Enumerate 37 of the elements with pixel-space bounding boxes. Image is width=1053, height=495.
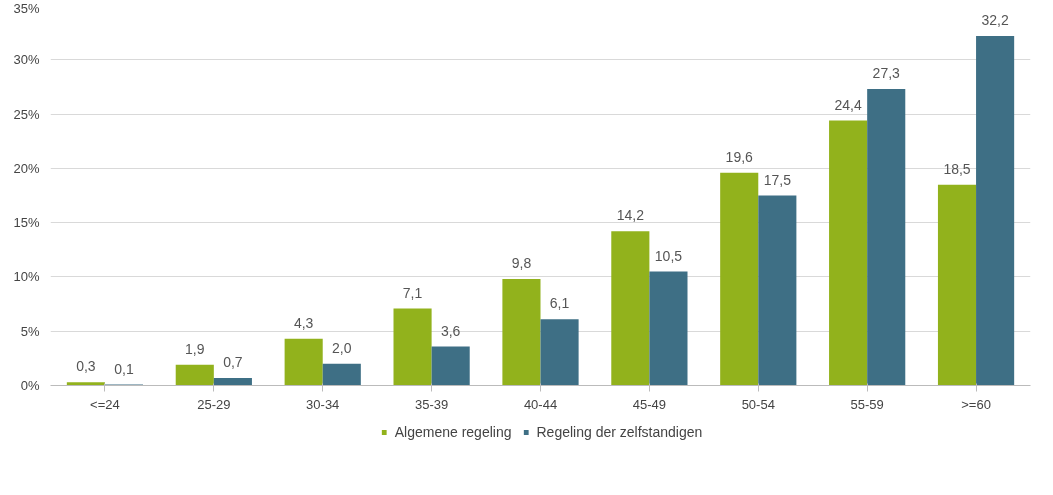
x-tick-label: <=24 <box>90 396 120 412</box>
data-label: 0,1 <box>114 360 134 377</box>
data-label: 3,6 <box>440 322 461 339</box>
data-label: 0,3 <box>76 358 96 375</box>
data-label: 19,6 <box>725 148 754 165</box>
data-label: 1,9 <box>185 341 205 358</box>
data-label: 7,1 <box>402 284 423 301</box>
data-label: 10,5 <box>654 247 683 264</box>
x-tick-label: 30-34 <box>306 396 340 412</box>
y-tick-label: 20% <box>13 160 40 176</box>
data-label: 18,5 <box>943 160 971 177</box>
x-tick-label: 45-49 <box>632 396 667 412</box>
y-tick-label: 0% <box>20 378 40 393</box>
y-tick-label: 30% <box>13 52 40 68</box>
data-label: 6,1 <box>549 295 570 312</box>
x-tick-label: 25-29 <box>197 396 231 412</box>
legend-label: Regeling der zelfstandigen <box>536 424 703 440</box>
x-tick-label: 50-54 <box>741 396 775 412</box>
data-label: 2,0 <box>332 339 352 356</box>
x-tick-label: 40-44 <box>523 396 558 412</box>
y-tick-label: 35% <box>13 0 40 16</box>
x-tick-label: 55-59 <box>850 396 884 412</box>
x-tick-label: >=60 <box>961 396 991 412</box>
legend-label: Algemene regeling <box>394 424 512 440</box>
y-tick-label: 5% <box>20 323 40 339</box>
data-label: 27,3 <box>872 65 901 82</box>
y-tick-label: 10% <box>13 269 40 285</box>
y-tick-label: 25% <box>13 106 40 122</box>
data-label: 14,2 <box>616 207 645 224</box>
data-label: 9,8 <box>511 255 532 272</box>
y-tick-label: 15% <box>13 215 40 231</box>
data-label: 4,3 <box>293 314 314 331</box>
data-label: 0,7 <box>223 354 243 371</box>
data-label: 32,2 <box>981 12 1009 29</box>
data-label: 24,4 <box>834 96 862 113</box>
x-tick-label: 35-39 <box>414 396 449 412</box>
data-label: 17,5 <box>763 171 792 188</box>
